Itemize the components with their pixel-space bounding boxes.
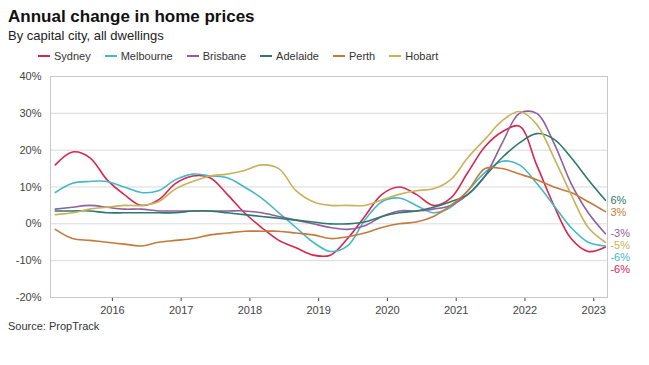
svg-text:20%: 20% (19, 144, 41, 156)
html-text:Melbourne: Melbourne (120, 50, 173, 62)
svg-text:2019: 2019 (306, 304, 330, 316)
html-text:Adelaide: Adelaide (276, 50, 319, 62)
svg-text:40%: 40% (19, 70, 41, 82)
svg-text:-5%: -5% (610, 239, 630, 251)
svg-text:2020: 2020 (375, 304, 399, 316)
svg-text:-6%: -6% (610, 263, 630, 275)
svg-text:2016: 2016 (100, 304, 124, 316)
html-text:By capital city, all dwellings: By capital city, all dwellings (8, 28, 164, 43)
html-text:Perth: Perth (348, 50, 376, 62)
svg-text:0%: 0% (26, 217, 42, 229)
html-text:Sydney: Sydney (54, 50, 91, 62)
svg-text:-10%: -10% (16, 254, 42, 266)
svg-text:2017: 2017 (169, 304, 193, 316)
svg-text:3%: 3% (610, 206, 626, 218)
svg-text:-6%: -6% (610, 251, 630, 263)
svg-text:-3%: -3% (610, 227, 630, 239)
svg-text:10%: 10% (19, 181, 41, 193)
html-text:Source: PropTrack: Source: PropTrack (8, 320, 100, 332)
svg-text:2021: 2021 (444, 304, 468, 316)
html-text:Brisbane: Brisbane (202, 50, 247, 62)
svg-text:2022: 2022 (513, 304, 537, 316)
html-text:Annual change in home prices: Annual change in home prices (8, 7, 255, 26)
svg-text:2023: 2023 (582, 304, 606, 316)
html-text:Hobart: Hobart (405, 50, 439, 62)
svg-text:30%: 30% (19, 107, 41, 119)
svg-text:6%: 6% (610, 194, 626, 206)
svg-text:-20%: -20% (16, 291, 42, 303)
svg-text:2018: 2018 (238, 304, 262, 316)
